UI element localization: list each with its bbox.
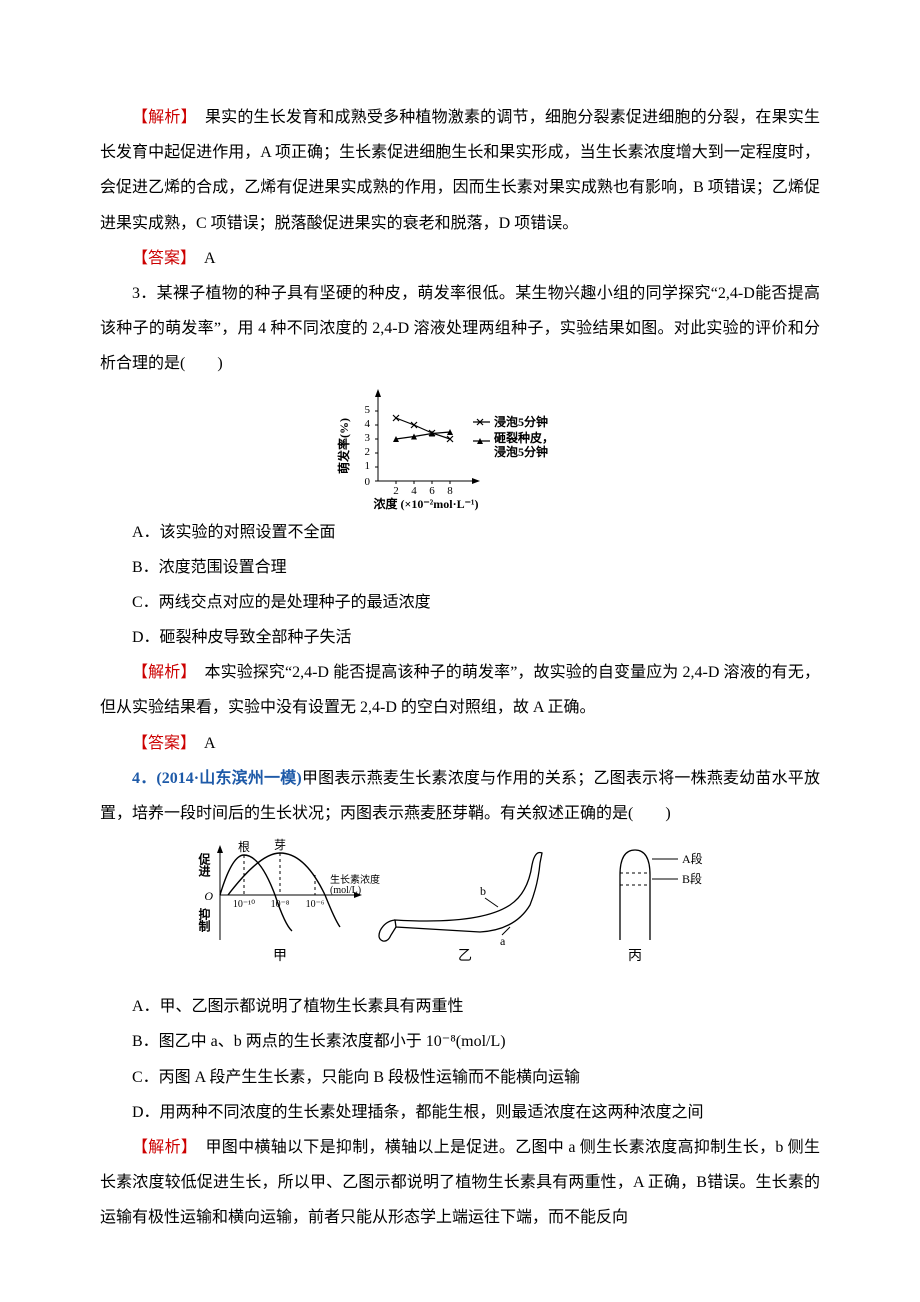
q4-analysis: 【解析】 甲图中横轴以下是抑制，横轴以上是促进。乙图中 a 侧生长素浓度高抑制生… [100,1130,820,1236]
jia-panel: O 促进 抑制 根 芽 10⁻¹⁰ 10⁻⁸ 10⁻⁶ [197,838,380,964]
svg-text:2: 2 [393,485,399,497]
q2-analysis-text: 果实的生长发育和成熟受多种植物激素的调节，细胞分裂素促进细胞的分裂，在果实生长发… [100,109,820,232]
svg-text:10⁻¹⁰: 10⁻¹⁰ [233,899,255,910]
answer-label: 【答案】 [132,735,188,752]
svg-text:4: 4 [365,418,371,430]
q2-answer: 【答案】 A [100,241,820,276]
q3-chart-svg: 0 1 2 3 4 5 2 [330,386,590,511]
q3-option-c: C．两线交点对应的是处理种子的最适浓度 [100,585,820,620]
q3-chart: 0 1 2 3 4 5 2 [100,386,820,511]
q4-option-a: A．甲、乙图示都说明了植物生长素具有两重性 [100,989,820,1024]
svg-text:5: 5 [365,404,371,416]
q4-opt-a-text: A．甲、乙图示都说明了植物生长素具有两重性 [132,998,464,1015]
svg-text:浸泡5分钟: 浸泡5分钟 [494,444,548,459]
bing-panel: A段 B段 丙 [620,850,703,964]
analysis-label: 【解析】 [132,109,189,126]
q3-answer: 【答案】 A [100,726,820,761]
q2-analysis: 【解析】 果实的生长发育和成熟受多种植物激素的调节，细胞分裂素促进细胞的分裂，在… [100,100,820,241]
q4-source: 4．(2014·山东滨州一模) [132,770,302,787]
q3-option-a: A．该实验的对照设置不全面 [100,515,820,550]
svg-text:根: 根 [238,840,250,854]
svg-text:8: 8 [447,485,453,497]
q3-option-d: D．砸裂种皮导致全部种子失活 [100,620,820,655]
svg-text:B段: B段 [682,871,702,886]
page-root: 【解析】 果实的生长发育和成熟受多种植物激素的调节，细胞分裂素促进细胞的分裂，在… [0,0,920,1302]
svg-text:b: b [480,884,486,898]
svg-text:(mol/L): (mol/L) [330,885,361,896]
q3-analysis: 【解析】 本实验探究“2,4-D 能否提高该种子的萌发率”，故实验的自变量应为 … [100,655,820,725]
q3-opt-c-text: C．两线交点对应的是处理种子的最适浓度 [132,594,431,611]
svg-text:6: 6 [429,485,435,497]
q4-option-c: C．丙图 A 段产生生长素，只能向 B 段极性运输而不能横向运输 [100,1060,820,1095]
svg-text:A段: A段 [682,851,703,866]
answer-label: 【答案】 [132,250,188,267]
svg-text:0: 0 [365,476,371,488]
svg-text:O: O [204,889,213,903]
q3-head-text: 3．某裸子植物的种子具有坚硬的种皮，萌发率很低。某生物兴趣小组的同学探究“2,4… [100,285,820,372]
q4-option-b: B．图乙中 a、b 两点的生长素浓度都小于 10⁻⁸(mol/L) [100,1024,820,1059]
q3-head: 3．某裸子植物的种子具有坚硬的种皮，萌发率很低。某生物兴趣小组的同学探究“2,4… [100,276,820,382]
q4-figure: O 促进 抑制 根 芽 10⁻¹⁰ 10⁻⁸ 10⁻⁶ [100,835,820,985]
svg-text:抑制: 抑制 [197,907,211,933]
q3-opt-d-text: D．砸裂种皮导致全部种子失活 [132,629,352,646]
svg-text:浸泡5分钟: 浸泡5分钟 [494,414,548,429]
svg-text:芽: 芽 [274,838,286,852]
q4-analysis-text: 甲图中横轴以下是抑制，横轴以上是促进。乙图中 a 侧生长素浓度高抑制生长，b 侧… [100,1139,820,1226]
q3-option-b: B．浓度范围设置合理 [100,550,820,585]
q3-opt-b-text: B．浓度范围设置合理 [132,559,287,576]
q4-head: 4．(2014·山东滨州一模)甲图表示燕麦生长素浓度与作用的关系；乙图表示将一株… [100,761,820,831]
svg-text:3: 3 [365,432,371,444]
yi-panel: b a 乙 [379,853,542,965]
q2-answer-text: A [188,250,216,267]
svg-text:萌发率(%): 萌发率(%) [336,418,351,474]
svg-text:甲: 甲 [273,949,287,964]
analysis-label: 【解析】 [132,1139,189,1156]
svg-text:2: 2 [365,446,371,458]
svg-text:10⁻⁸: 10⁻⁸ [271,899,290,910]
analysis-label: 【解析】 [132,664,188,681]
q4-option-d: D．用两种不同浓度的生长素处理插条，都能生根，则最适浓度在这两种浓度之间 [100,1095,820,1130]
svg-text:10⁻⁶: 10⁻⁶ [306,899,325,910]
svg-text:乙: 乙 [458,948,472,964]
q4-opt-b-text: B．图乙中 a、b 两点的生长素浓度都小于 10⁻⁸(mol/L) [132,1033,506,1050]
q3-answer-text: A [188,735,216,752]
svg-text:砸裂种皮，: 砸裂种皮， [494,430,554,445]
q3-analysis-text: 本实验探究“2,4-D 能否提高该种子的萌发率”，故实验的自变量应为 2,4-D… [100,664,820,716]
svg-text:促进: 促进 [197,852,211,878]
svg-text:1: 1 [365,460,371,472]
q4-figure-svg: O 促进 抑制 根 芽 10⁻¹⁰ 10⁻⁸ 10⁻⁶ [180,835,740,985]
q3-opt-a-text: A．该实验的对照设置不全面 [132,524,336,541]
svg-text:丙: 丙 [628,949,642,964]
q4-opt-d-text: D．用两种不同浓度的生长素处理插条，都能生根，则最适浓度在这两种浓度之间 [132,1104,704,1121]
svg-text:a: a [500,934,506,948]
q4-opt-c-text: C．丙图 A 段产生生长素，只能向 B 段极性运输而不能横向运输 [132,1069,580,1086]
svg-text:浓度 (×10⁻²mol·L⁻¹): 浓度 (×10⁻²mol·L⁻¹) [373,496,478,511]
svg-text:4: 4 [411,485,417,497]
